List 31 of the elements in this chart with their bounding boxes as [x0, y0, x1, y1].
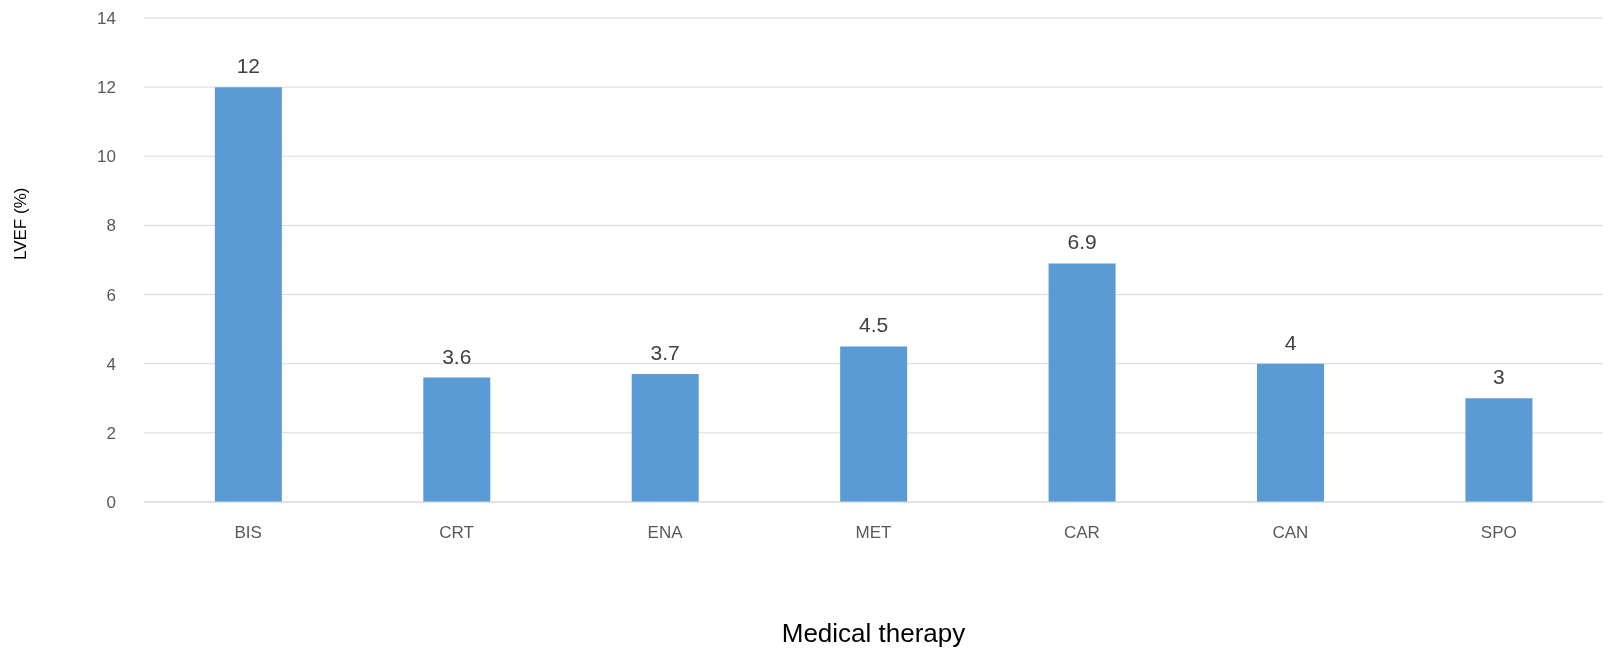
- x-tick-label: BIS: [234, 523, 262, 543]
- y-tick-label: 10: [97, 147, 116, 167]
- y-tick-label: 8: [106, 216, 116, 236]
- x-tick-label: SPO: [1480, 523, 1517, 543]
- data-label: 4.5: [859, 313, 889, 337]
- bar: [1048, 263, 1116, 502]
- y-tick-label: 14: [97, 9, 116, 29]
- data-label: 4: [1284, 330, 1297, 354]
- bar: [840, 346, 908, 502]
- data-label: 3.7: [650, 341, 680, 365]
- bar: [631, 374, 699, 502]
- bar: [1257, 363, 1325, 502]
- data-label: 3: [1493, 365, 1505, 389]
- x-tick-label: CRT: [439, 523, 474, 543]
- y-axis-title: LVEF (%): [11, 187, 31, 260]
- y-tick-label: 4: [106, 354, 116, 374]
- y-tick-label: 2: [106, 423, 116, 443]
- x-axis-title: Medical therapy: [781, 618, 966, 648]
- y-tick-label: 6: [106, 285, 116, 305]
- y-tick-label: 0: [106, 493, 116, 513]
- data-label: 3.6: [442, 344, 472, 368]
- y-tick-label: 12: [97, 78, 116, 98]
- bar: [214, 87, 282, 502]
- bar: [1465, 398, 1533, 502]
- data-label: 6.9: [1067, 230, 1097, 254]
- x-tick-label: CAR: [1063, 523, 1100, 543]
- x-tick-label: CAN: [1272, 523, 1309, 543]
- x-tick-label: ENA: [647, 523, 684, 543]
- bar: [423, 377, 491, 502]
- x-tick-label: MET: [855, 523, 892, 543]
- data-label: 12: [236, 54, 261, 78]
